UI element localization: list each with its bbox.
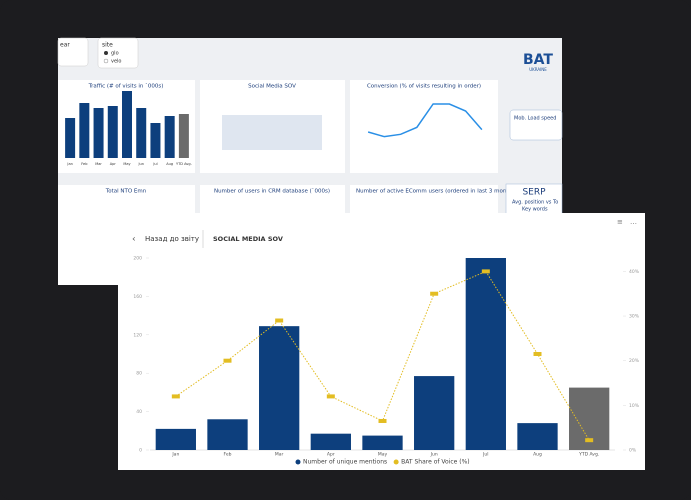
mini-bar (178, 114, 189, 158)
bar (362, 435, 403, 450)
sov-point (430, 291, 439, 296)
mini-bar (164, 116, 175, 158)
mini-label: Apr (110, 162, 117, 166)
year-filter[interactable] (57, 37, 89, 67)
focus-panel (118, 213, 645, 470)
mini-bar (65, 118, 76, 158)
mini-line (367, 103, 483, 138)
mini-bar (107, 106, 118, 158)
panel-title: SERP (522, 188, 546, 198)
radio[interactable] (104, 51, 108, 55)
panel-sub: Key words (522, 207, 548, 213)
panel-title: Conversion (% of visits resulting in ord… (367, 84, 481, 90)
y2-tick-label: 40% (629, 269, 640, 275)
y-tick-label: 160 (133, 294, 142, 300)
mini-label: Mar (95, 162, 102, 166)
y-tick-label: 80 (136, 371, 142, 377)
y2-tick-label: 0% (629, 448, 637, 454)
panel-title: Total NTO Emn (105, 189, 147, 195)
bar (517, 423, 558, 450)
x-tick-label: Aug (533, 452, 542, 458)
bar (465, 258, 506, 450)
site-label: site (102, 42, 113, 49)
site-option: velo (111, 59, 121, 65)
panel-title: Number of users in CRM database (`000s) (214, 189, 330, 195)
y-tick-label: 200 (133, 256, 142, 262)
sov-point (326, 394, 335, 399)
y2-tick-label: 30% (629, 314, 640, 320)
panel-title: Traffic (# of visits in `000s) (88, 84, 164, 90)
legend-swatch (393, 459, 399, 465)
bar (414, 376, 455, 450)
x-tick-label: May (378, 452, 388, 458)
x-tick-label: YTD Avg. (578, 452, 599, 458)
mini-label: Aug (166, 162, 173, 166)
y-tick-label: 40 (136, 409, 142, 415)
sov-point (481, 269, 490, 274)
bar (207, 419, 248, 450)
panel-title: Social Media SOV (248, 84, 296, 90)
back-arrow[interactable]: ‹ (132, 235, 136, 245)
legend-swatch (295, 459, 301, 465)
site-option: glo (111, 51, 119, 57)
back-link[interactable]: Назад до звіту (145, 235, 199, 243)
sov-point (275, 318, 284, 323)
x-tick-label: Feb (224, 452, 232, 458)
mini-bar (136, 108, 147, 158)
logo-sub: UKRAINE (529, 67, 547, 72)
x-tick-label: Jun (430, 452, 438, 458)
bar (259, 326, 300, 450)
filter-icon[interactable]: ≡ (617, 218, 623, 226)
y2-tick-label: 10% (629, 403, 640, 409)
mini-bar (93, 108, 104, 158)
mini-bar (122, 91, 132, 158)
panel (505, 183, 563, 215)
x-tick-label: Jan (171, 452, 179, 458)
panel (350, 80, 498, 173)
panel-title: Mob. Load speed (514, 116, 556, 122)
x-tick-label: Mar (275, 452, 284, 458)
logo: BAT (523, 52, 553, 68)
x-tick-label: Apr (327, 452, 335, 458)
mini-label: YTD Avg. (176, 162, 192, 166)
mini-label: May (123, 162, 130, 166)
y2-tick-label: 20% (629, 358, 640, 364)
bar (155, 428, 196, 450)
mini-label: Jan (66, 162, 72, 166)
sov-point (378, 418, 387, 423)
bar (310, 433, 351, 450)
y-tick-label: 120 (133, 332, 142, 338)
sov-point (585, 438, 594, 443)
sov-point (171, 394, 180, 399)
sov-point (223, 358, 232, 363)
mini-bar (79, 103, 90, 158)
sov-point (533, 352, 542, 356)
page-title: SOCIAL MEDIA SOV (213, 235, 283, 243)
mini-bar (150, 123, 161, 158)
mini-label: Jun (137, 162, 143, 166)
legend-label: BAT Share of Voice (%) (401, 459, 470, 466)
panel-sub: Avg. position vs To (512, 200, 558, 206)
x-tick-label: Jul (482, 452, 488, 458)
mini-label: Jul (152, 162, 157, 166)
legend-label: Number of unique mentions (303, 459, 387, 466)
year-label: ear (60, 42, 70, 49)
mini-chart (222, 115, 322, 150)
mini-label: Feb (81, 162, 88, 166)
panel-title: Number of active EComm users (ordered in… (356, 189, 542, 195)
radio[interactable] (103, 58, 109, 64)
y-tick-label: 0 (139, 448, 142, 454)
more-icon[interactable]: … (630, 218, 637, 226)
panel (509, 109, 563, 141)
